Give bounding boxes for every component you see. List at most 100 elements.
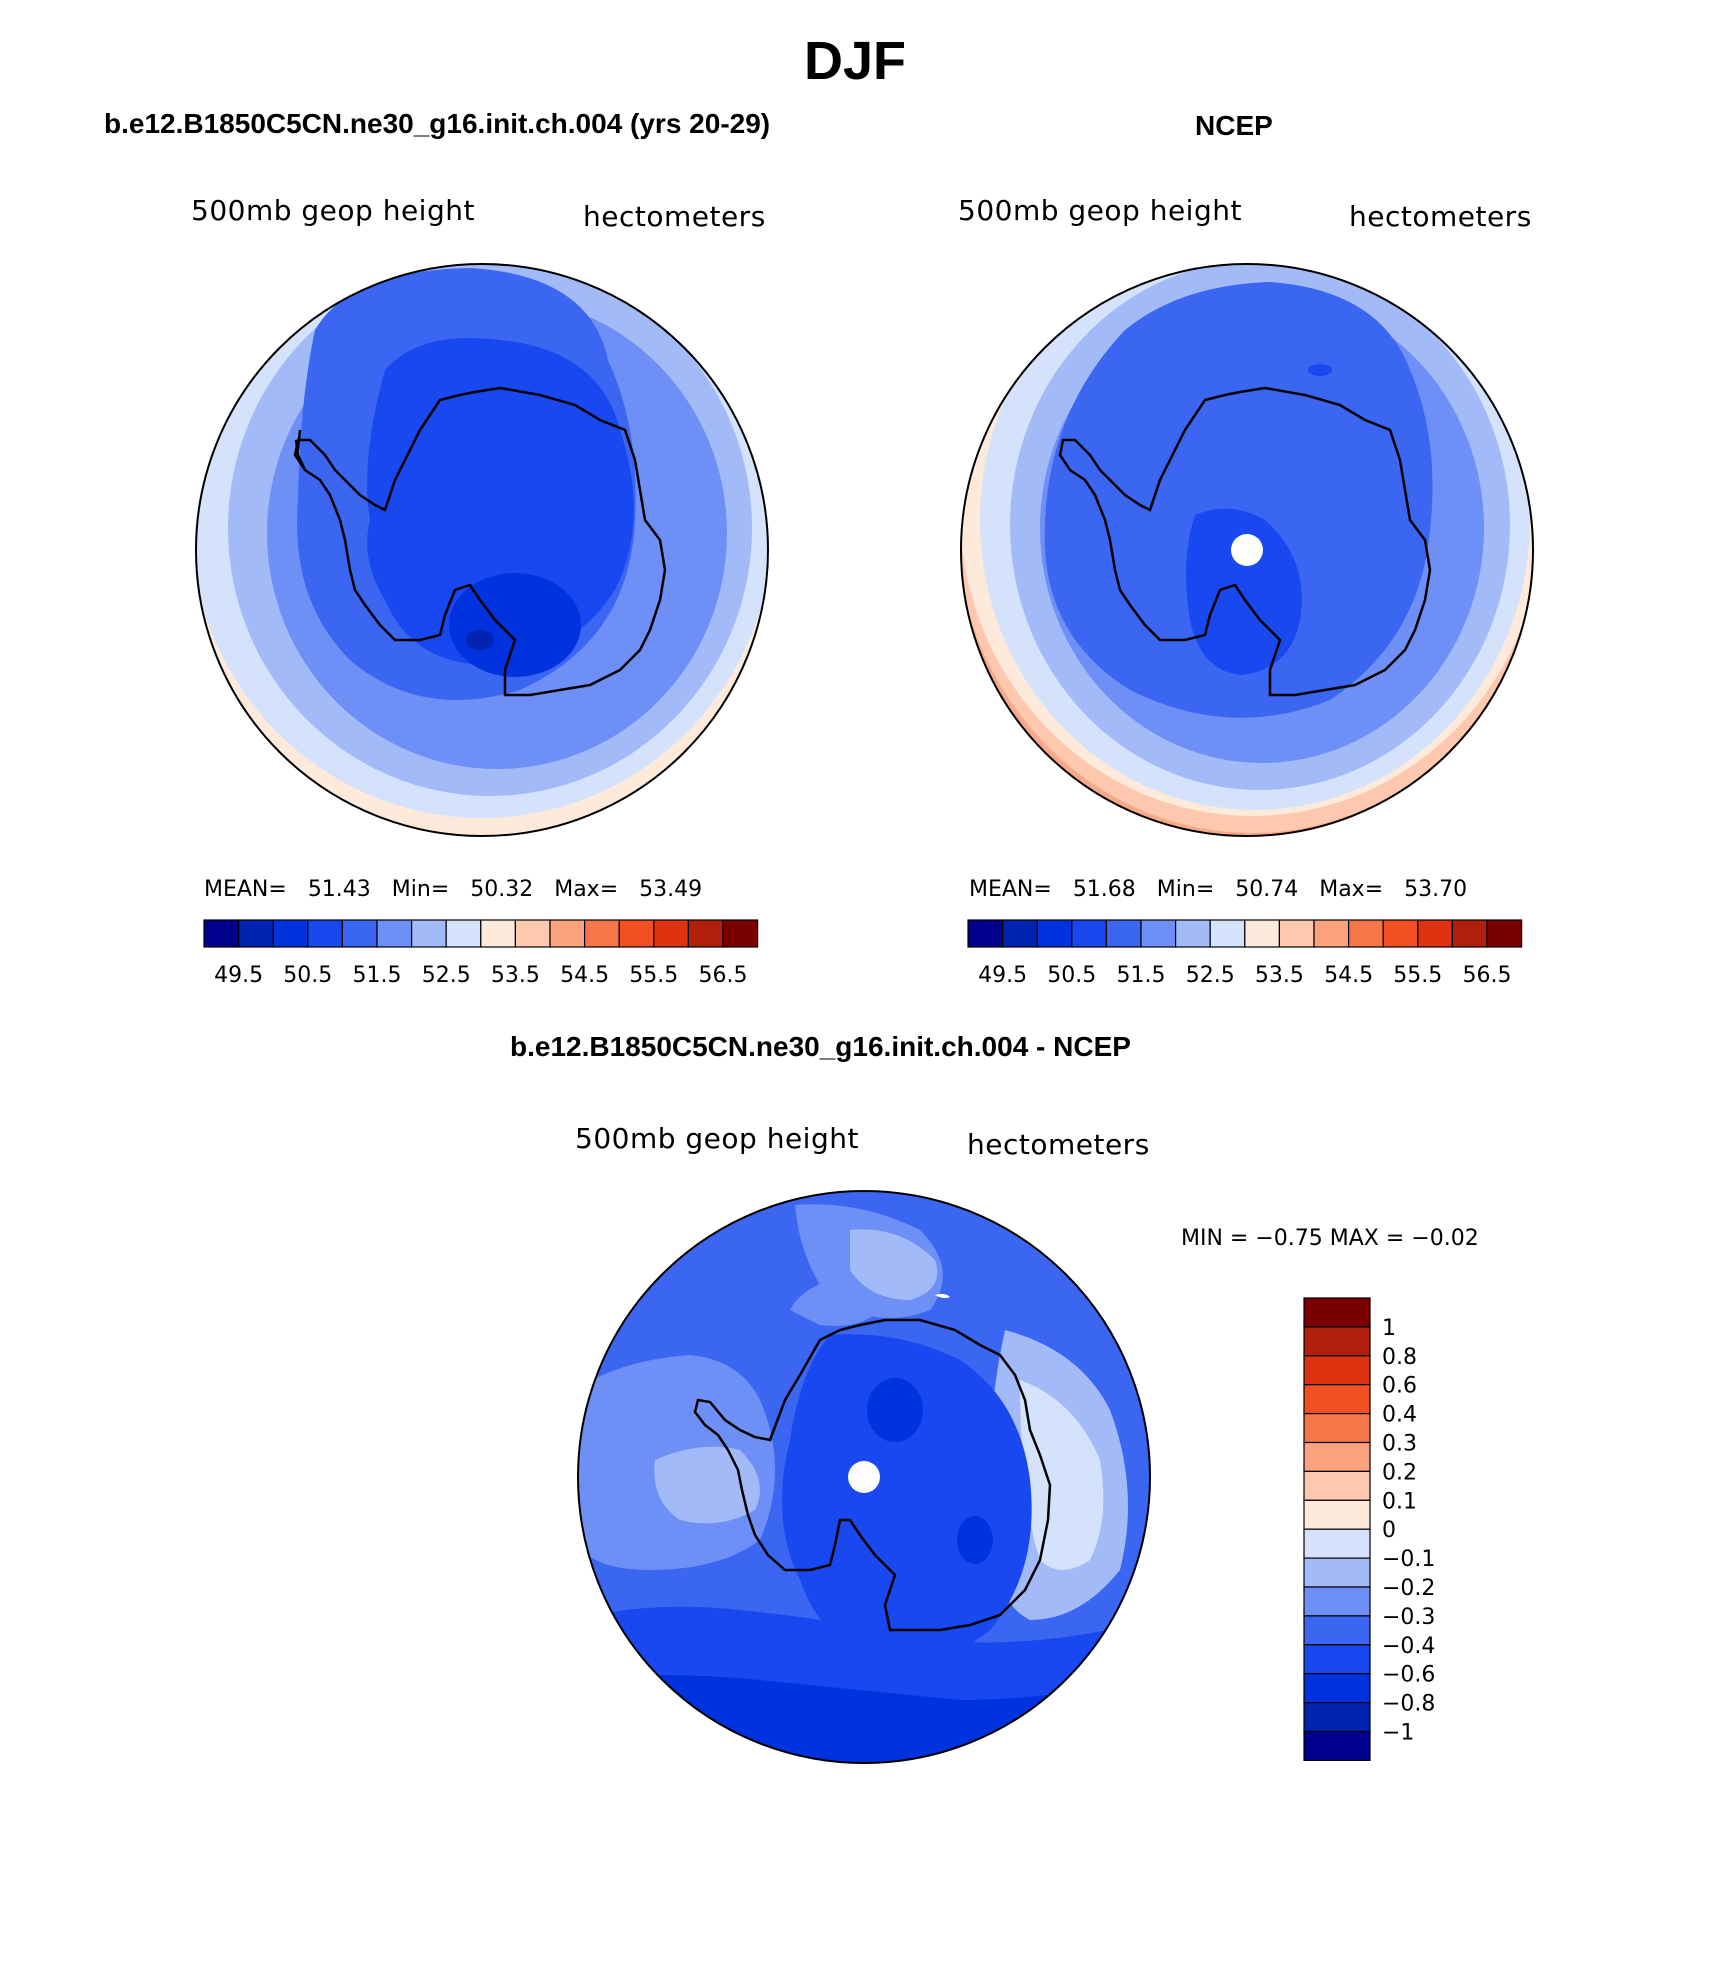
panel2-title: NCEP — [1195, 110, 1273, 141]
panel2-colorbar-tick: 51.5 — [1117, 963, 1166, 988]
panel2-min-label: Min= — [1156, 877, 1215, 902]
diff-colorbar-bin — [1303, 1557, 1371, 1588]
diff-colorbar-bin — [1303, 1644, 1371, 1675]
panel2-pole-hole — [1231, 534, 1263, 566]
diff-colorbar: 1 0.8 0.6 0.4 0.3 0.2 0.1 0 −0.1 −0.2 −0.3 −0.4 −0.6… — [1303, 1297, 1435, 1761]
diff-colorbar-bin — [1303, 1730, 1371, 1761]
diff-colorbar-bin — [1303, 1673, 1371, 1704]
panel1-colorbar-tick: 55.5 — [629, 963, 678, 988]
panel2-colorbar-bin — [1347, 919, 1384, 948]
panel2-map-border — [960, 263, 1534, 837]
panel2-colorbar-bin — [1001, 919, 1038, 948]
panel1-colorbar-tick: 56.5 — [699, 963, 748, 988]
panel2-colorbar-bin — [1105, 919, 1142, 948]
diff-panel-title: b.e12.B1850C5CN.ne30_g16.init.ch.004 - N… — [510, 1031, 1131, 1062]
panel2-colorbar: 49.5 50.5 51.5 52.5 53.5 54.5 55.5 56.5 — [967, 919, 1523, 988]
panel2-colorbar-bin — [1417, 919, 1454, 948]
diff-antarctica-coastline — [693, 1318, 1052, 1632]
panel1-colorbar-bin — [618, 919, 655, 948]
diff-colorbar-bin — [1303, 1441, 1371, 1472]
panel2-colorbar-bin — [1036, 919, 1073, 948]
panel2-colorbar-tick: 53.5 — [1255, 963, 1304, 988]
diff-colorbar-tick: 0.3 — [1382, 1432, 1417, 1457]
panel1-variable-label: 500mb geop height — [191, 194, 475, 227]
diff-colorbar-tick: −0.6 — [1382, 1663, 1435, 1688]
panel1-colorbar-bin — [549, 919, 586, 948]
diff-colorbar-tick: −0.3 — [1382, 1605, 1435, 1630]
panel2-mean-label: MEAN= — [969, 877, 1052, 902]
panel1-colorbar-bin — [203, 919, 240, 948]
diff-colorbar-tick: 1 — [1382, 1316, 1396, 1341]
panel2-colorbar-bin — [1313, 919, 1350, 948]
diff-colorbar-bin — [1303, 1586, 1371, 1617]
diff-colorbar-bin — [1303, 1701, 1371, 1733]
panel2-colorbar-tick: 50.5 — [1047, 963, 1096, 988]
panel1-colorbar-bin — [411, 919, 447, 948]
panel1-colorbar-tick: 50.5 — [283, 963, 332, 988]
panel2-colorbar-bin — [1209, 919, 1246, 948]
diff-colorbar-bin — [1303, 1470, 1371, 1501]
panel1-colorbar-bin — [687, 919, 724, 948]
panel1-colorbar-bin — [341, 919, 378, 948]
panel1-antarctica-coastline — [293, 386, 667, 697]
diff-map-border — [577, 1190, 1151, 1764]
panel2-max-value: 53.70 — [1404, 877, 1468, 902]
panel2-colorbar-bin — [967, 919, 1004, 948]
panel2-colorbar-tick: 55.5 — [1393, 963, 1442, 988]
diff-colorbar-bin — [1303, 1615, 1371, 1646]
panel2-colorbar-bin — [1174, 919, 1211, 948]
panel1-colorbar-bin — [307, 919, 343, 948]
diff-colorbar-tick: −0.8 — [1382, 1692, 1435, 1717]
panel1-colorbar-bin — [583, 919, 620, 948]
panel2-colorbar-bin — [1278, 919, 1315, 948]
diff-colorbar-tick: −0.4 — [1382, 1634, 1435, 1659]
panel1-colorbar-bin — [480, 919, 516, 948]
diff-colorbar-bin — [1303, 1499, 1371, 1530]
panel1-min-label: Min= — [391, 877, 450, 902]
panel1-colorbar-bin — [653, 919, 689, 948]
panel2-colorbar-bin — [1451, 919, 1488, 948]
panel1-colorbar: 49.5 50.5 51.5 52.5 53.5 54.5 55.5 56.5 — [203, 919, 759, 988]
diff-units-label: hectometers — [967, 1128, 1150, 1161]
panel1-mean-value: 51.43 — [307, 877, 371, 902]
diff-colorbar-tick: 0.6 — [1382, 1374, 1417, 1399]
panel1-colorbar-bin — [238, 919, 274, 948]
diff-colorbar-tick: −0.1 — [1382, 1547, 1435, 1572]
panel2-colorbar-tick: 52.5 — [1186, 963, 1235, 988]
panel2-colorbar-bin — [1140, 919, 1177, 948]
panel2-variable-label: 500mb geop height — [958, 194, 1242, 227]
panel1-min-value: 50.32 — [470, 877, 534, 902]
main-title: DJF — [803, 31, 906, 91]
panel1-colorbar-tick: 52.5 — [422, 963, 471, 988]
diff-colorbar-bin — [1303, 1355, 1371, 1386]
panel2-colorbar-tick: 56.5 — [1463, 963, 1512, 988]
diff-minmax-label: MIN = −0.75 MAX = −0.02 — [1181, 1226, 1479, 1251]
diff-colorbar-bin — [1303, 1326, 1371, 1357]
diff-colorbar-tick: 0.4 — [1382, 1403, 1417, 1428]
panel2-colorbar-tick: 49.5 — [978, 963, 1027, 988]
diff-colorbar-tick: 0.2 — [1382, 1460, 1417, 1485]
panel2-colorbar-bin — [1244, 919, 1281, 948]
panel2-antarctica-coastline — [1058, 386, 1432, 697]
diff-variable-label: 500mb geop height — [575, 1122, 859, 1155]
diff-colorbar-tick: 0.1 — [1382, 1489, 1417, 1514]
diff-colorbar-bin — [1303, 1384, 1371, 1415]
diff-colorbar-tick: −1 — [1382, 1721, 1414, 1746]
panel2-colorbar-bin — [1486, 919, 1523, 948]
diff-pole-hole — [848, 1461, 880, 1493]
panel2-units-label: hectometers — [1349, 200, 1532, 233]
diff-colorbar-tick: 0.8 — [1382, 1345, 1417, 1370]
diff-colorbar-bin — [1303, 1412, 1371, 1444]
panel1-colorbar-tick: 53.5 — [491, 963, 540, 988]
panel2-colorbar-bin — [1071, 919, 1108, 948]
panel1-stats: MEAN= 51.43 Min= 50.32 Max= 53.49 — [204, 877, 702, 902]
panel1-colorbar-bin — [445, 919, 482, 948]
diff-colorbar-bin — [1303, 1528, 1371, 1559]
panel1-mean-label: MEAN= — [204, 877, 287, 902]
panel1-colorbar-tick: 54.5 — [560, 963, 609, 988]
panel1-units-label: hectometers — [583, 200, 766, 233]
diff-colorbar-tick: 0 — [1382, 1518, 1396, 1543]
panel2-min-value: 50.74 — [1235, 877, 1299, 902]
panel2-colorbar-tick: 54.5 — [1324, 963, 1373, 988]
